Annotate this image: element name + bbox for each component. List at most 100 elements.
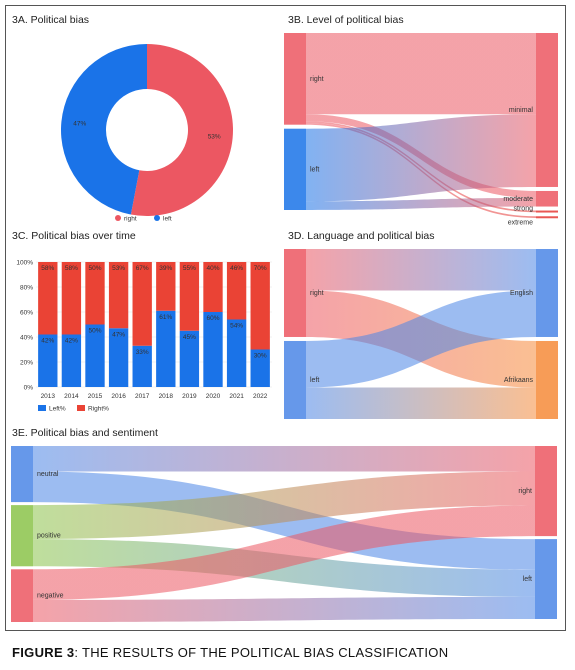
y-tick-label: 0% — [24, 385, 34, 392]
legend-label-left: Left% — [49, 406, 66, 413]
figure-canvas: 3A. Political bias 53% 47% right left 3B. Lev… — [11, 14, 558, 622]
legend-swatch-left — [38, 405, 46, 411]
flow-right-English — [306, 249, 536, 291]
flow-negative-left — [33, 596, 535, 622]
node-label-right: right — [518, 488, 532, 495]
chart-title: 3C. Political bias over time — [12, 230, 136, 242]
node-positive — [11, 505, 33, 567]
node-label-strong: strong — [514, 206, 534, 213]
chart-title: 3A. Political bias — [12, 14, 89, 26]
node-label-English: English — [510, 290, 533, 297]
bar-left-2021 — [226, 319, 247, 387]
node-label-negative: negative — [37, 593, 64, 600]
node-label-left: left — [523, 576, 532, 583]
legend-label-right: right — [124, 216, 137, 223]
bar-right-2016 — [108, 262, 129, 329]
chart-title: 3D. Language and political bias — [288, 230, 435, 242]
chart-title: 3B. Level of political bias — [288, 14, 404, 26]
bar-left-2014 — [61, 334, 82, 387]
figure-frame — [5, 5, 566, 631]
bar-left-2013 — [38, 334, 58, 387]
bar-right-2014 — [61, 262, 82, 335]
x-tick-label: 2014 — [64, 393, 79, 400]
legend-dot-right — [115, 215, 121, 221]
bar-label-left: 33% — [136, 349, 149, 356]
chart-title: 3E. Political bias and sentiment — [12, 427, 158, 439]
bar-right-2022 — [250, 262, 270, 350]
bar-label-right: 53% — [112, 265, 125, 272]
bar-right-2020 — [203, 262, 223, 312]
legend-dot-left — [154, 215, 160, 221]
node-Afrikaans — [536, 340, 558, 419]
caption-label: FIGURE 3 — [12, 645, 75, 660]
chart-3C: 3C. Political bias over time 0% 20% 40% 60% 8… — [12, 230, 272, 413]
bar-label-left: 50% — [88, 328, 101, 335]
x-tick-label: 2022 — [253, 393, 268, 400]
bar-label-right: 50% — [88, 265, 101, 272]
node-label-extreme: extreme — [508, 219, 533, 226]
bar-right-2019 — [179, 262, 200, 331]
bar-label-left: 60% — [206, 315, 219, 322]
y-tick-label: 80% — [20, 285, 33, 292]
node-label-right: right — [310, 290, 324, 297]
flow-left-moderate — [306, 197, 536, 210]
x-tick-label: 2013 — [41, 393, 56, 400]
bar-label-right: 40% — [206, 265, 219, 272]
node-right — [284, 249, 306, 337]
bar-left-2019 — [179, 330, 200, 387]
bar-label-left: 30% — [254, 353, 267, 360]
bar-right-2015 — [85, 262, 105, 325]
node-English — [536, 249, 558, 337]
bar-label-left: 45% — [183, 334, 196, 341]
node-label-minimal: minimal — [509, 107, 534, 114]
flow-neutral-right — [33, 446, 535, 472]
chart-3A: 3A. Political bias 53% 47% right left — [12, 14, 234, 223]
caption-text: : THE RESULTS OF THE POLITICAL BIAS CLAS… — [74, 645, 449, 660]
y-tick-label: 100% — [16, 260, 33, 267]
bar-label-left: 61% — [159, 314, 172, 321]
bar-right-2021 — [226, 262, 247, 320]
bar-right-2018 — [156, 262, 176, 311]
node-neutral — [11, 446, 33, 503]
y-tick-label: 40% — [20, 335, 33, 342]
sankey-3E: neutral positive negative right left — [11, 446, 557, 622]
pie-slice-left — [61, 44, 147, 215]
node-moderate — [536, 190, 558, 207]
legend-label-right: Right% — [88, 406, 109, 413]
node-label-left: left — [310, 166, 319, 173]
bar-label-right: 46% — [230, 265, 243, 272]
slice-label-left: 47% — [73, 121, 86, 128]
slice-label-right: 53% — [208, 133, 221, 140]
node-extreme — [536, 216, 558, 219]
legend-label-left: left — [163, 216, 172, 223]
x-tick-label: 2016 — [111, 393, 126, 400]
bar-label-right: 58% — [41, 265, 54, 272]
node-left — [284, 128, 306, 210]
node-label-left: left — [310, 377, 319, 384]
bar-label-right: 39% — [159, 265, 172, 272]
bar-left-2018 — [156, 310, 176, 387]
x-tick-label: 2021 — [229, 393, 244, 400]
x-tick-label: 2019 — [182, 393, 197, 400]
node-minimal — [536, 33, 558, 187]
bar-label-left: 47% — [112, 331, 125, 338]
node-label-moderate: moderate — [503, 196, 533, 203]
node-left — [284, 340, 306, 419]
x-tick-label: 2015 — [88, 393, 103, 400]
node-label-Afrikaans: Afrikaans — [504, 377, 534, 384]
flow-left-minimal — [306, 114, 536, 202]
x-tick-label: 2020 — [206, 393, 221, 400]
bar-left-2015 — [85, 324, 105, 387]
y-tick-label: 60% — [20, 310, 33, 317]
pie-slice-right — [130, 43, 234, 216]
bar-right-2013 — [38, 262, 58, 335]
node-right — [535, 446, 557, 537]
figure-caption: FIGURE 3: THE RESULTS OF THE POLITICAL B… — [12, 645, 448, 660]
node-right — [284, 33, 306, 125]
x-tick-label: 2017 — [135, 393, 150, 400]
bar-label-left: 54% — [230, 323, 243, 330]
bar-right-2017 — [132, 262, 152, 346]
bar-label-right: 58% — [65, 265, 78, 272]
node-label-neutral: neutral — [37, 471, 59, 478]
bar-label-left: 42% — [65, 338, 78, 345]
